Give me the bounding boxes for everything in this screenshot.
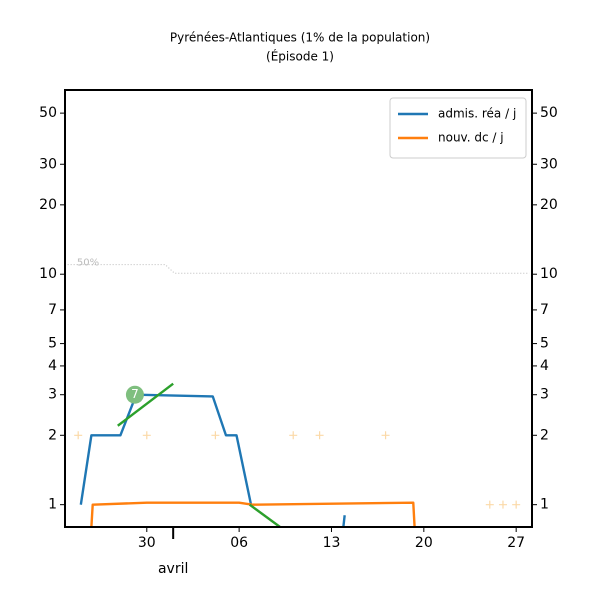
y-tick-label: 7	[48, 302, 57, 318]
y-tick-label: 2	[48, 427, 57, 443]
series-line	[79, 393, 253, 505]
series-line	[342, 515, 346, 527]
marker	[512, 500, 521, 509]
legend-label: admis. réa / j	[438, 107, 516, 121]
marker	[142, 431, 151, 440]
annotation-badge	[125, 385, 144, 404]
annotation-text: 50%	[77, 258, 99, 269]
y-tick-label-right: 3	[540, 387, 549, 403]
x-tick-label: 30	[138, 535, 156, 551]
y-tick-label-right: 7	[540, 302, 549, 318]
y-tick-label-right: 20	[540, 197, 558, 213]
y-tick-label-right: 2	[540, 427, 549, 443]
y-tick-label: 10	[39, 266, 57, 282]
series-line	[90, 501, 416, 527]
reference-line	[67, 264, 530, 274]
y-tick-label-right: 10	[540, 266, 558, 282]
y-tick-label: 50	[39, 105, 57, 121]
chart-title: Pyrénées-Atlantiques (1% de la populatio…	[170, 31, 430, 45]
x-tick-label: 27	[507, 535, 525, 551]
y-tick-label: 30	[39, 156, 57, 172]
y-tick-label: 1	[48, 497, 57, 513]
y-tick-label: 3	[48, 387, 57, 403]
marker	[381, 431, 390, 440]
y-tick-label: 5	[48, 336, 57, 352]
plot-area	[67, 264, 530, 527]
legend-label: nouv. dc / j	[438, 131, 504, 145]
x-tick-label: 13	[323, 535, 341, 551]
plot-frame	[64, 89, 533, 528]
marker	[74, 431, 83, 440]
y-tick-label-right: 30	[540, 156, 558, 172]
y-tick-label-right: 50	[540, 105, 558, 121]
y-tick-label-right: 5	[540, 336, 549, 352]
annotation-text: 7	[131, 387, 139, 401]
y-tick-label: 20	[39, 197, 57, 213]
series-line	[117, 382, 174, 427]
marker	[211, 431, 220, 440]
marker	[498, 500, 507, 509]
marker	[315, 431, 324, 440]
series-line	[248, 503, 281, 527]
x-tick-label: 20	[415, 535, 433, 551]
chart-subtitle: (Épisode 1)	[266, 49, 334, 64]
y-tick-label-right: 4	[540, 358, 549, 374]
marker	[289, 431, 298, 440]
x-minor-label: avril	[158, 561, 188, 577]
x-tick-label: 06	[230, 535, 248, 551]
y-tick-label: 4	[48, 358, 57, 374]
marker	[485, 500, 494, 509]
y-tick-label-right: 1	[540, 497, 549, 513]
